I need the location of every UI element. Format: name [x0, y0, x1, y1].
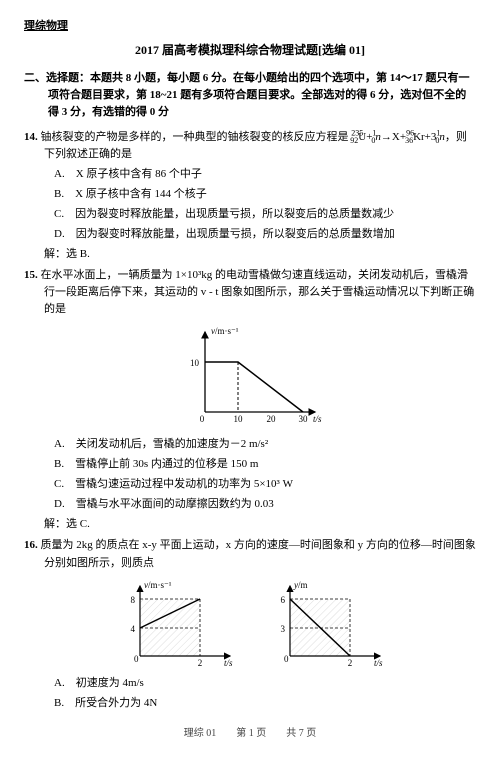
q14-opt-a: A. X 原子核中含有 86 个中子 — [54, 166, 476, 183]
svg-text:0: 0 — [134, 654, 139, 664]
q16-chart-right: 3 6 0 2 y/m t/s — [260, 576, 390, 671]
svg-text:t/s: t/s — [224, 658, 233, 668]
svg-text:0: 0 — [200, 414, 205, 424]
q14-answer: 解：选 B. — [24, 246, 476, 263]
q15-number: 15. — [24, 269, 38, 281]
svg-text:4: 4 — [130, 624, 135, 634]
q16-options: A. 初速度为 4m/s B. 所受合外力为 4N — [24, 675, 476, 712]
subject-tag: 理综物理 — [24, 18, 476, 35]
svg-text:2: 2 — [348, 658, 353, 668]
q16-charts: 4 8 0 2 v/m·s⁻¹ t/s 3 6 0 2 y — [24, 576, 476, 671]
svg-text:6: 6 — [281, 595, 286, 605]
q14-opt-d: D. 因为裂变时释放能量，出现质量亏损，所以裂变后的总质量数增加 — [54, 226, 476, 243]
question-15: 15. 在水平冰面上，一辆质量为 1×10³kg 的电动雪橇做匀速直线运动，关闭… — [24, 267, 476, 533]
q16-chart-left: 4 8 0 2 v/m·s⁻¹ t/s — [110, 576, 240, 671]
svg-text:y/m: y/m — [293, 580, 308, 590]
q16-number: 16. — [24, 539, 38, 551]
svg-text:v/m·s⁻¹: v/m·s⁻¹ — [211, 326, 239, 336]
q15-opt-d: D. 雪橇与水平冰面间的动摩擦因数约为 0.03 — [54, 496, 476, 513]
q14-stem-pre: 铀核裂变的产物是多样的，一种典型的铀核裂变的核反应方程是 — [41, 131, 349, 143]
question-16: 16. 质量为 2kg 的质点在 x-y 平面上运动，x 方向的速度—时间图象和… — [24, 537, 476, 711]
q14-equation: 23592U+10n→X+9636Kr+310n — [349, 131, 445, 143]
q16-stem-text: 质量为 2kg 的质点在 x-y 平面上运动，x 方向的速度—时间图象和 y 方… — [41, 539, 476, 568]
svg-text:v/m·s⁻¹: v/m·s⁻¹ — [144, 580, 172, 590]
svg-text:2: 2 — [197, 658, 202, 668]
q16-opt-a: A. 初速度为 4m/s — [54, 675, 476, 692]
paper-title: 2017 届高考模拟理科综合物理试题[选编 01] — [24, 41, 476, 60]
svg-text:t/s: t/s — [374, 658, 383, 668]
q15-answer: 解：选 C. — [24, 516, 476, 533]
q14-number: 14. — [24, 131, 38, 143]
question-14: 14. 铀核裂变的产物是多样的，一种典型的铀核裂变的核反应方程是 23592U+… — [24, 129, 476, 263]
q14-options: A. X 原子核中含有 86 个中子 B. X 原子核中含有 144 个核子 C… — [24, 166, 476, 243]
q15-opt-c: C. 雪橇匀速运动过程中发动机的功率为 5×10³ W — [54, 476, 476, 493]
svg-text:10: 10 — [190, 358, 200, 368]
svg-text:10: 10 — [234, 414, 244, 424]
svg-text:8: 8 — [130, 595, 135, 605]
section-instructions: 二、选择题：本题共 8 小题，每小题 6 分。在每小题给出的四个选项中，第 14… — [24, 70, 476, 121]
page-footer: 理综 01 第 1 页 共 7 页 — [24, 726, 476, 742]
svg-text:30: 30 — [299, 414, 309, 424]
q15-opt-b: B. 雪橇停止前 30s 内通过的位移是 150 m — [54, 456, 476, 473]
svg-text:t/s: t/s — [313, 414, 322, 424]
svg-text:0: 0 — [284, 654, 289, 664]
svg-text:20: 20 — [267, 414, 277, 424]
q15-chart: 10 0 10 20 30 v/m·s⁻¹ t/s — [24, 322, 476, 432]
q14-stem: 14. 铀核裂变的产物是多样的，一种典型的铀核裂变的核反应方程是 23592U+… — [24, 129, 476, 163]
q16-opt-b: B. 所受合外力为 4N — [54, 695, 476, 712]
svg-text:3: 3 — [281, 624, 286, 634]
q15-options: A. 关闭发动机后，雪橇的加速度为－2 m/s² B. 雪橇停止前 30s 内通… — [24, 436, 476, 513]
q14-opt-b: B. X 原子核中含有 144 个核子 — [54, 186, 476, 203]
q16-stem: 16. 质量为 2kg 的质点在 x-y 平面上运动，x 方向的速度—时间图象和… — [24, 537, 476, 571]
q15-opt-a: A. 关闭发动机后，雪橇的加速度为－2 m/s² — [54, 436, 476, 453]
q15-stem: 15. 在水平冰面上，一辆质量为 1×10³kg 的电动雪橇做匀速直线运动，关闭… — [24, 267, 476, 318]
q15-stem-text: 在水平冰面上，一辆质量为 1×10³kg 的电动雪橇做匀速直线运动，关闭发动机后… — [41, 269, 475, 315]
q14-opt-c: C. 因为裂变时释放能量，出现质量亏损，所以裂变后的总质量数减少 — [54, 206, 476, 223]
